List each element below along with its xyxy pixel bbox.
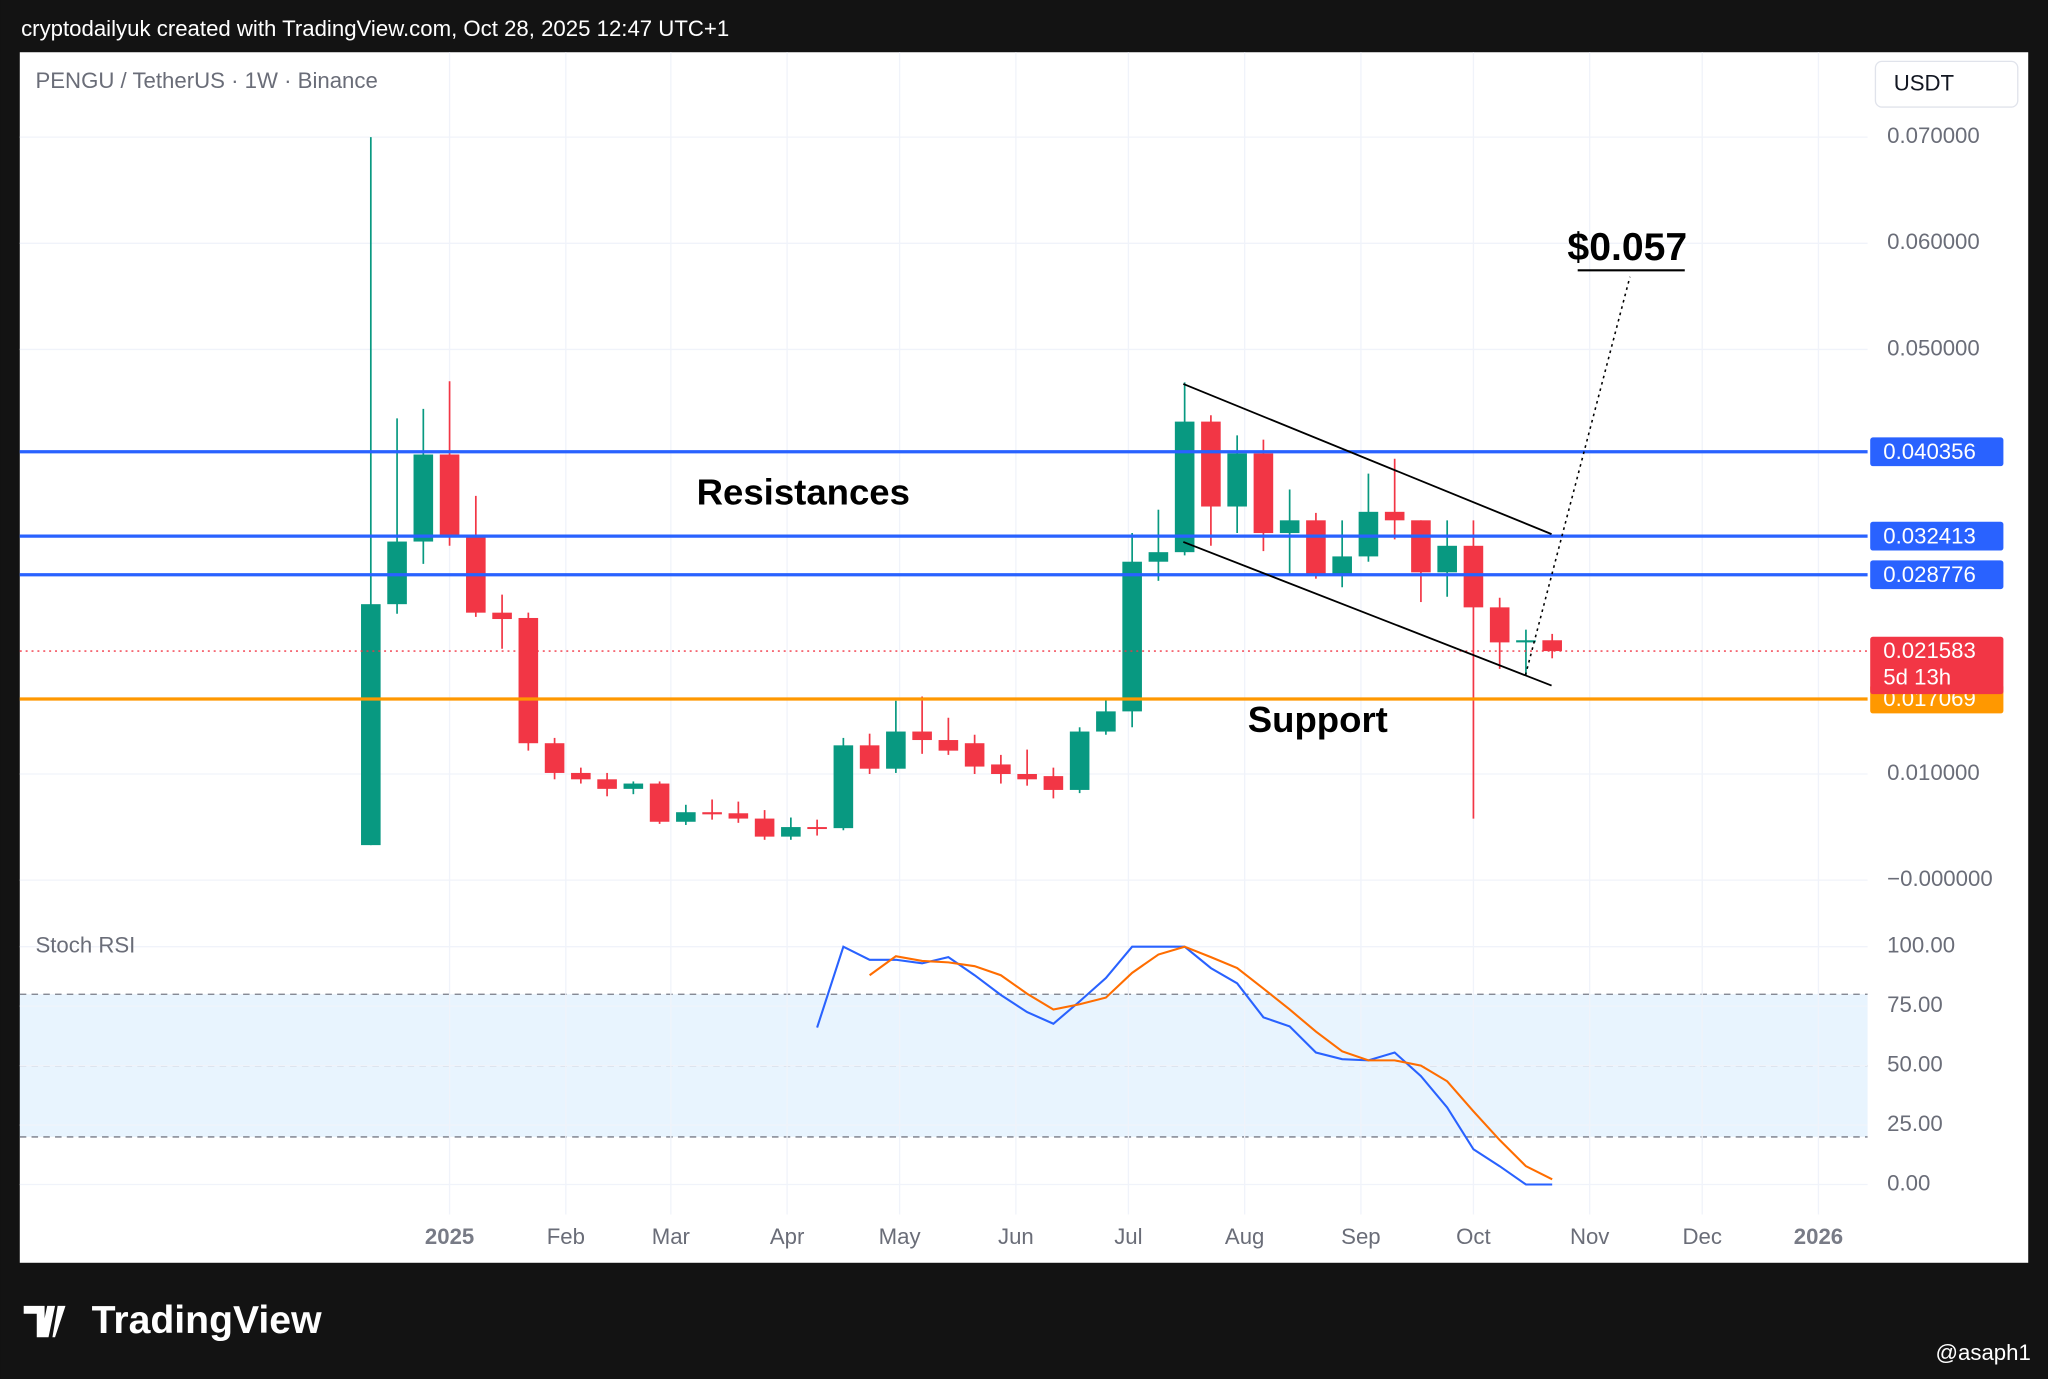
candle-body	[1384, 511, 1405, 521]
candle-body	[754, 818, 775, 837]
candle-body	[1069, 731, 1090, 790]
x-tick-label: Feb	[547, 1224, 585, 1249]
candle-body	[991, 764, 1011, 775]
y-tick-label: −0.000000	[1887, 866, 1992, 891]
currency-button[interactable]	[1874, 60, 2019, 108]
annotation: Resistances	[697, 472, 910, 513]
candle-body	[1096, 711, 1116, 732]
drawings: Resistances Support $0.057	[697, 226, 1688, 740]
candle-body	[439, 454, 460, 536]
annotation: $0.057	[1567, 226, 1687, 269]
annotation: Support	[1248, 699, 1388, 740]
candle-body	[728, 813, 749, 819]
candle-body	[623, 783, 644, 789]
logo-icon	[23, 1305, 66, 1338]
currency[interactable]: USDT	[1894, 71, 1955, 96]
plot	[19, 137, 1868, 1186]
footer-logo: TradingView	[23, 1299, 322, 1342]
header: cryptodailyuk created with TradingView.c…	[21, 16, 729, 41]
candle-body	[1489, 607, 1510, 643]
level-tag	[1870, 521, 2004, 551]
plot-under	[19, 52, 1868, 1215]
candle-body	[544, 743, 565, 773]
candle-body	[1516, 640, 1536, 643]
last-price-label: 0.021583	[1883, 638, 1976, 663]
x-tick-label: Aug	[1225, 1224, 1264, 1249]
y-tick-label: 75.00	[1887, 992, 1943, 1017]
candle-body	[1017, 774, 1037, 780]
y-tick-label: 0.070000	[1887, 123, 1980, 148]
indicator-title: Stoch RSI	[35, 933, 135, 958]
candle-body	[1253, 453, 1274, 534]
axis-labels: 0.0403560.0324130.0287760.0170690.021583…	[425, 123, 2004, 1249]
y-tick-label: 0.010000	[1887, 760, 1980, 785]
candle-body	[649, 783, 670, 822]
candle-body	[912, 731, 932, 741]
x-tick-label: Apr	[770, 1224, 805, 1249]
candle-body	[492, 612, 512, 620]
x-tick-label: 2026	[1794, 1224, 1843, 1249]
candle-body	[571, 772, 591, 780]
candle-body	[1306, 520, 1326, 575]
candle-body	[1279, 520, 1300, 534]
chart-area	[19, 52, 2029, 1263]
y-tick-label: 50.00	[1887, 1051, 1943, 1076]
candle-body	[859, 745, 880, 769]
x-tick-label: Jul	[1114, 1224, 1142, 1249]
stoch-line	[869, 945, 1553, 1181]
candle-body	[807, 827, 827, 830]
candle-body	[361, 604, 381, 846]
candle-body	[387, 541, 407, 605]
brand: TradingView	[92, 1299, 322, 1342]
candle-body	[1542, 640, 1562, 652]
level-label: 0.028776	[1883, 562, 1976, 587]
x-tick-label: Nov	[1570, 1224, 1610, 1249]
y-tick-label: 0.050000	[1887, 335, 1980, 360]
author: @asaph1	[1935, 1340, 2030, 1365]
x-tick-label: Sep	[1341, 1224, 1380, 1249]
candle-body	[833, 745, 854, 829]
candle-body	[676, 812, 696, 822]
x-tick-label: May	[879, 1224, 922, 1249]
candle-body	[1463, 545, 1484, 608]
x-tick-label: Oct	[1456, 1224, 1491, 1249]
candle-body	[1174, 421, 1195, 553]
candle-body	[1122, 561, 1142, 712]
x-tick-label: Mar	[652, 1224, 691, 1249]
candle-body	[1358, 511, 1379, 557]
level-label: 0.040356	[1883, 439, 1976, 464]
symbol-title: PENGU / TetherUS · 1W · Binance	[35, 68, 377, 93]
last-price-tag	[1870, 636, 2004, 695]
candle-body	[597, 779, 617, 789]
candle-body	[964, 743, 985, 767]
candle-body	[886, 731, 906, 769]
candle-body	[938, 740, 959, 751]
candle-body	[1332, 556, 1352, 575]
candle-body	[413, 454, 434, 542]
candle-body	[518, 617, 539, 744]
candle-body	[1411, 520, 1431, 573]
candle-body	[1043, 776, 1064, 790]
x-tick-label: 2025	[425, 1224, 474, 1249]
level-label: 0.032413	[1883, 523, 1976, 548]
candle-body	[1227, 453, 1247, 507]
x-tick-label: Dec	[1682, 1224, 1721, 1249]
y-tick-label: 0.060000	[1887, 229, 1980, 254]
channel-upper	[1182, 383, 1552, 535]
countdown: 5d 13h	[1883, 664, 1951, 689]
candle-body	[702, 812, 722, 815]
y-tick-label: 0.00	[1887, 1170, 1930, 1195]
candle-body	[1201, 421, 1221, 507]
level-tag	[1870, 437, 2004, 467]
level-tag	[1870, 560, 2004, 590]
y-tick-label: 25.00	[1887, 1111, 1943, 1136]
y-tick-label: 100.00	[1887, 933, 1955, 958]
candle-body	[1148, 552, 1169, 562]
candle-body	[1437, 545, 1457, 573]
x-tick-label: Jun	[998, 1224, 1034, 1249]
channel-lower	[1182, 541, 1552, 687]
candle-body	[781, 827, 801, 837]
